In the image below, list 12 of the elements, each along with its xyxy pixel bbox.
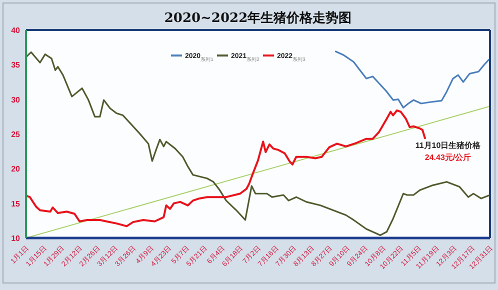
y-tick-label: 35 — [11, 60, 21, 70]
annotation: 11月10日生猪价格 — [415, 141, 482, 150]
y-tick-label: 40 — [11, 26, 21, 35]
y-tick-label: 10 — [11, 234, 21, 243]
line-series — [25, 51, 491, 236]
y-tick-label: 25 — [11, 130, 21, 139]
y-tick-label: 15 — [11, 199, 21, 208]
chart-title: 2020~2022年生猪价格走势图 — [164, 10, 352, 26]
annotation: 24.43元/公斤 — [424, 153, 472, 162]
y-tick-label: 20 — [11, 164, 21, 174]
line-series — [334, 50, 490, 108]
y-tick-label: 30 — [11, 95, 21, 104]
